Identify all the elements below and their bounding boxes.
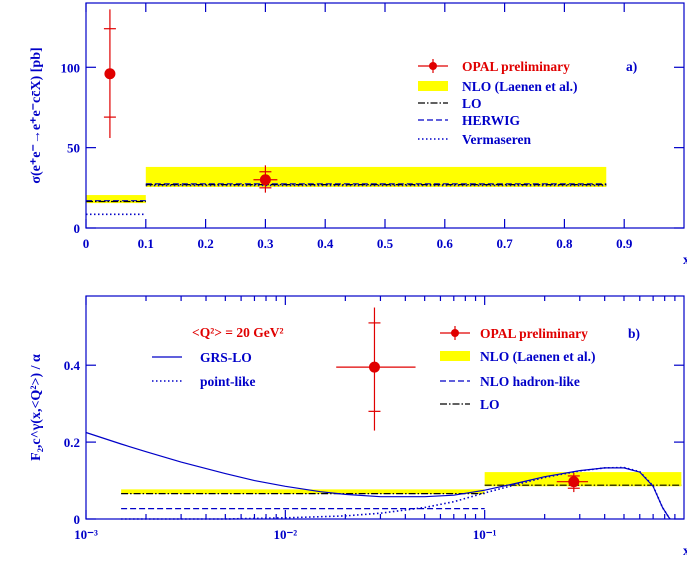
x-tick-label: 0.4: [317, 236, 334, 251]
x-axis-label: x: [683, 253, 687, 268]
legend-label-lo: LO: [480, 397, 500, 412]
x-tick-label: 0.9: [616, 236, 633, 251]
data-point: [568, 476, 580, 488]
plot-frame: [85, 295, 685, 520]
x-tick-label: 10⁻¹: [473, 527, 497, 542]
annotation-q2: <Q²> = 20 GeV²: [192, 325, 284, 340]
x-tick-label: 0.8: [556, 236, 573, 251]
x-tick-label: 0.6: [437, 236, 454, 251]
legend-marker-dot: [451, 329, 459, 337]
pointlike-curve: [121, 466, 671, 520]
x-tick-label: 0: [83, 236, 90, 251]
legend-label-vermaseren: Vermaseren: [462, 132, 531, 147]
data-point: [259, 174, 271, 186]
x-tick-label: 0.2: [197, 236, 213, 251]
data-point: [368, 361, 380, 373]
legend-label-panel: a): [626, 59, 637, 74]
nlo-band: [86, 195, 146, 204]
legend-label-opal: OPAL preliminary: [462, 59, 570, 74]
y-tick-label: 0: [74, 512, 81, 527]
x-tick-label: 0.7: [496, 236, 513, 251]
legend-band: [418, 81, 448, 91]
y-axis-label: σ(e⁺e⁻→e⁺e⁻cc̄X) [pb]: [29, 47, 44, 183]
x-tick-label: 0.3: [257, 236, 274, 251]
x-tick-label: 0.5: [377, 236, 394, 251]
nlo-band: [484, 472, 682, 487]
data-point: [104, 68, 116, 80]
y-tick-label: 0: [74, 221, 81, 236]
x-tick-label: 0.1: [138, 236, 154, 251]
x-axis-label: x: [683, 544, 687, 559]
legend-label-herwig: HERWIG: [462, 113, 521, 128]
legend-label-nlo: NLO (Laenen et al.): [462, 79, 578, 94]
legend-label-grs: GRS-LO: [200, 350, 252, 365]
y-tick-label: 0.2: [64, 435, 80, 450]
legend-label-lo: LO: [462, 96, 482, 111]
legend-marker-dot: [429, 62, 437, 70]
legend-label-panel: b): [628, 326, 640, 341]
panel-b: 0 0.2 0.4 10⁻³ 10⁻² 10⁻¹ x F₂,c^γ(x,<Q²>) / α <Q…: [29, 295, 687, 559]
plot-frame: [85, 2, 685, 229]
x-tick-label: 10⁻²: [273, 527, 297, 542]
y-axis-label: F₂,c^γ(x,<Q²>) / α: [29, 354, 44, 461]
legend-band: [440, 351, 470, 361]
legend-label-pointlike: point-like: [200, 374, 256, 389]
legend-label-nlo-hadron: NLO hadron-like: [480, 374, 580, 389]
legend-label-nlo: NLO (Laenen et al.): [480, 349, 596, 364]
y-tick-label: 100: [61, 60, 81, 75]
x-tick-label: 10⁻³: [74, 527, 98, 542]
panel-a: 0 50 100 0 0.1 0.2 0.3 0.4 0.5 0.6 0.7 0.8 0.9 x σ(e⁺e…: [29, 2, 687, 268]
nlo-band: [121, 489, 485, 495]
y-tick-label: 0.4: [64, 358, 81, 373]
y-tick-label: 50: [67, 141, 80, 156]
legend-label-opal: OPAL preliminary: [480, 326, 588, 341]
